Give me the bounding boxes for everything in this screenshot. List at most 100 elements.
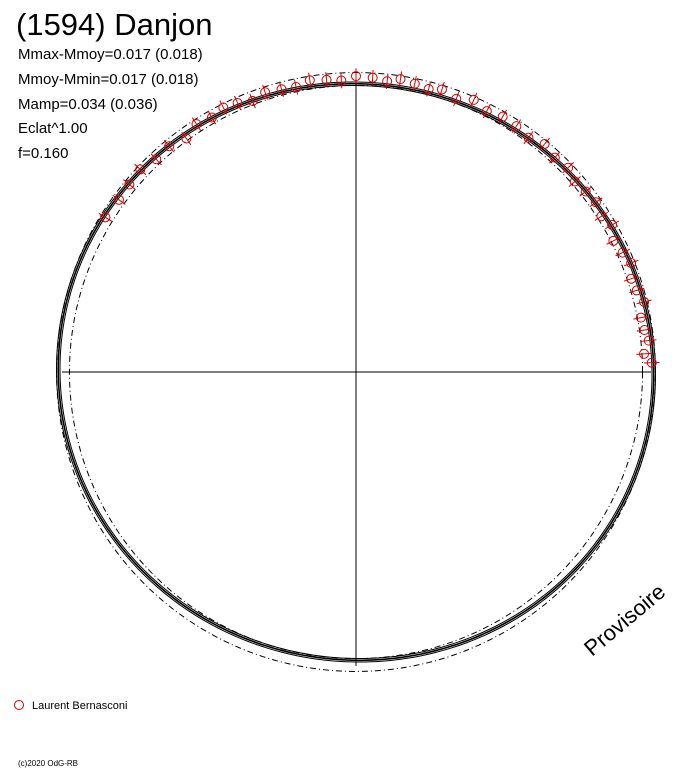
error-bar bbox=[589, 197, 603, 208]
model-curve-lower bbox=[59, 84, 653, 660]
data-point bbox=[580, 186, 591, 197]
error-bar bbox=[191, 117, 202, 131]
data-point bbox=[247, 95, 258, 106]
data-point bbox=[423, 84, 434, 95]
data-point bbox=[468, 94, 479, 105]
error-bar bbox=[163, 139, 175, 153]
error-bar bbox=[249, 93, 256, 109]
error-bar bbox=[562, 162, 575, 174]
stat-line: Mmax-Mmoy=0.017 (0.018) bbox=[18, 46, 203, 63]
data-point bbox=[569, 176, 580, 187]
data-point bbox=[382, 76, 393, 87]
data-point bbox=[631, 285, 642, 296]
error-bar bbox=[308, 72, 312, 89]
watermark-text: Provisoire bbox=[579, 579, 670, 661]
data-point bbox=[617, 247, 628, 258]
axes bbox=[62, 78, 651, 666]
data-point bbox=[395, 74, 406, 85]
error-bar bbox=[340, 72, 343, 89]
data-point bbox=[113, 194, 124, 205]
error-bar bbox=[511, 119, 522, 133]
data-point bbox=[232, 98, 243, 109]
data-point bbox=[367, 72, 378, 83]
error-bar bbox=[623, 275, 639, 282]
data-point bbox=[321, 74, 332, 85]
error-bar bbox=[219, 100, 228, 115]
data-point bbox=[409, 78, 420, 89]
stat-line: Mmoy-Mmin=0.017 (0.018) bbox=[18, 71, 198, 88]
error-bar bbox=[150, 153, 162, 166]
error-bar bbox=[636, 352, 652, 355]
data-point bbox=[639, 325, 650, 336]
error-bar bbox=[262, 84, 268, 100]
error-bar bbox=[606, 236, 621, 245]
error-bar bbox=[207, 110, 217, 125]
data-point bbox=[563, 162, 574, 173]
data-point bbox=[135, 164, 146, 175]
error-bar bbox=[426, 81, 432, 97]
error-bar bbox=[112, 194, 126, 205]
model-curve bbox=[57, 82, 655, 662]
data-point bbox=[260, 87, 271, 98]
error-bar bbox=[293, 79, 299, 95]
data-point bbox=[626, 258, 637, 269]
error-bar bbox=[615, 249, 630, 257]
error-bar bbox=[453, 91, 460, 107]
data-point bbox=[451, 93, 462, 104]
data-point bbox=[626, 273, 637, 284]
data-point bbox=[351, 71, 361, 82]
data-point bbox=[218, 102, 229, 113]
error-bar bbox=[279, 81, 284, 97]
error-bar bbox=[549, 151, 561, 164]
data-point bbox=[436, 84, 447, 95]
error-bar bbox=[123, 179, 136, 190]
data-point bbox=[191, 119, 202, 130]
data-point bbox=[596, 211, 607, 222]
data-point bbox=[151, 154, 162, 165]
legend-marker-icon bbox=[14, 700, 24, 710]
data-point bbox=[100, 212, 111, 223]
error-bar bbox=[623, 259, 639, 267]
chart-title: (1594) Danjon bbox=[16, 7, 212, 42]
data-point bbox=[206, 112, 217, 123]
error-bar bbox=[636, 328, 653, 332]
error-bar bbox=[98, 212, 113, 222]
stat-line: Mamp=0.034 (0.036) bbox=[18, 96, 158, 113]
data-points bbox=[98, 68, 660, 368]
error-bar bbox=[605, 220, 620, 230]
error-bar bbox=[482, 104, 491, 119]
error-bar bbox=[470, 92, 478, 108]
data-point bbox=[639, 296, 650, 307]
error-bar bbox=[629, 287, 645, 294]
error-bar bbox=[181, 131, 192, 146]
data-point bbox=[549, 152, 560, 163]
data-point bbox=[276, 84, 287, 95]
data-point bbox=[608, 235, 619, 246]
data-point bbox=[336, 75, 347, 86]
error-bar bbox=[412, 76, 417, 92]
error-bar bbox=[385, 73, 389, 89]
data-point bbox=[523, 132, 534, 143]
model-curve-upper bbox=[56, 81, 656, 663]
data-point bbox=[646, 357, 657, 368]
data-point bbox=[291, 82, 302, 92]
error-bar bbox=[539, 137, 550, 151]
data-point bbox=[497, 111, 508, 122]
data-point bbox=[590, 197, 601, 208]
data-point bbox=[539, 138, 550, 149]
stat-line: Eclat^1.00 bbox=[18, 120, 88, 137]
copyright-text: (c)2020 OdG-RB bbox=[18, 759, 78, 768]
data-point bbox=[124, 179, 135, 190]
error-bar bbox=[579, 186, 593, 197]
data-point bbox=[635, 312, 646, 323]
legend-label: Laurent Bernasconi bbox=[32, 700, 127, 712]
error-bar bbox=[568, 176, 581, 187]
error-bar bbox=[134, 163, 147, 176]
error-bar bbox=[371, 69, 374, 86]
error-bar bbox=[398, 71, 403, 87]
data-point bbox=[481, 106, 492, 117]
data-point bbox=[607, 219, 618, 230]
data-point bbox=[164, 141, 175, 152]
error-bar bbox=[523, 131, 534, 145]
